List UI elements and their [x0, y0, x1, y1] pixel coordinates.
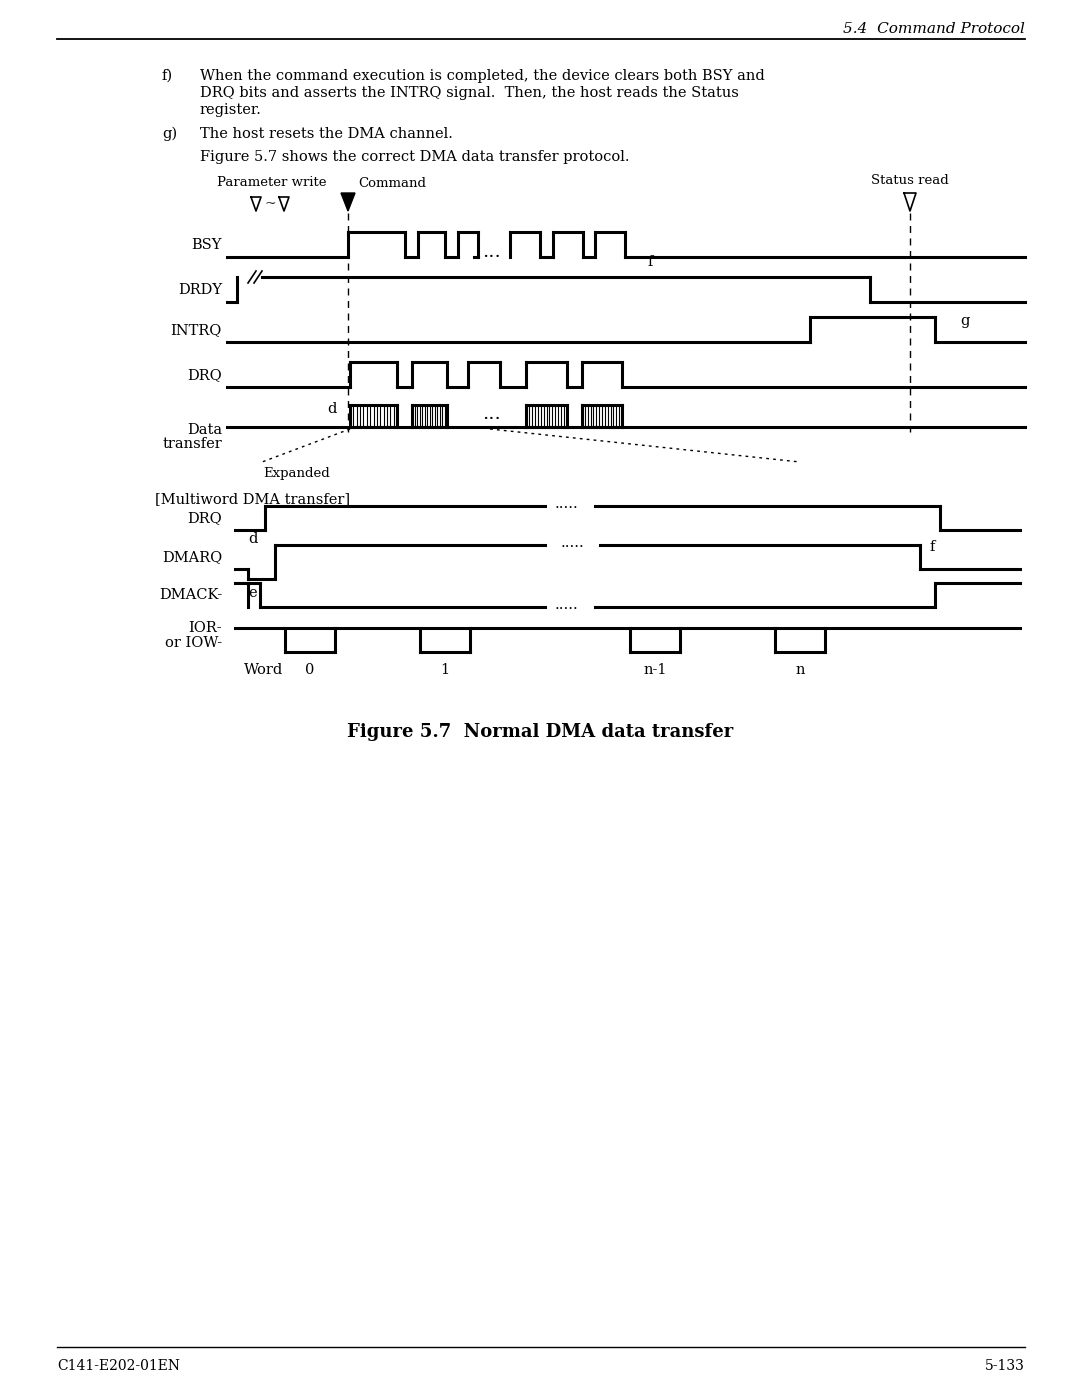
Text: INTRQ: INTRQ	[171, 323, 222, 337]
Text: IOR-: IOR-	[188, 622, 222, 636]
Text: g): g)	[162, 127, 177, 141]
Text: ~: ~	[265, 197, 275, 211]
Text: Word: Word	[244, 664, 283, 678]
Text: DRDY: DRDY	[178, 284, 222, 298]
Text: f: f	[647, 256, 652, 270]
Text: 1: 1	[441, 664, 449, 678]
Text: DRQ bits and asserts the INTRQ signal.  Then, the host reads the Status: DRQ bits and asserts the INTRQ signal. T…	[200, 87, 739, 101]
Text: f): f)	[162, 68, 173, 82]
Text: [Multiword DMA transfer]: [Multiword DMA transfer]	[156, 492, 350, 506]
Text: n-1: n-1	[644, 664, 666, 678]
Text: Status read: Status read	[872, 175, 949, 187]
Text: Parameter write: Parameter write	[217, 176, 327, 189]
Text: g: g	[960, 314, 970, 328]
Text: DMARQ: DMARQ	[162, 550, 222, 564]
Text: Command: Command	[357, 177, 426, 190]
Text: C141-E202-01EN: C141-E202-01EN	[57, 1359, 180, 1373]
Polygon shape	[341, 193, 355, 211]
Text: .....: .....	[555, 619, 579, 633]
Text: 5.4  Command Protocol: 5.4 Command Protocol	[843, 22, 1025, 36]
Text: Expanded: Expanded	[264, 467, 329, 481]
Text: Figure 5.7 shows the correct DMA data transfer protocol.: Figure 5.7 shows the correct DMA data tr…	[200, 149, 630, 163]
Text: .....: .....	[555, 497, 579, 511]
Text: When the command execution is completed, the device clears both BSY and: When the command execution is completed,…	[200, 68, 765, 82]
Text: DRQ: DRQ	[187, 511, 222, 525]
Text: register.: register.	[200, 103, 261, 117]
Text: BSY: BSY	[191, 237, 222, 251]
Text: .....: .....	[555, 598, 579, 612]
Text: e: e	[248, 585, 257, 599]
Text: The host resets the DMA channel.: The host resets the DMA channel.	[200, 127, 453, 141]
Text: DMACK-: DMACK-	[159, 588, 222, 602]
Text: ...: ...	[483, 243, 501, 261]
Text: .....: .....	[561, 536, 584, 550]
Text: DRQ: DRQ	[187, 367, 222, 381]
Text: Data: Data	[187, 423, 222, 437]
Text: 5-133: 5-133	[985, 1359, 1025, 1373]
Text: transfer: transfer	[162, 437, 222, 451]
Text: 0: 0	[306, 664, 314, 678]
Text: or IOW-: or IOW-	[165, 636, 222, 650]
Text: n: n	[795, 664, 805, 678]
Text: ...: ...	[483, 405, 501, 423]
Text: d: d	[327, 402, 337, 416]
Text: Figure 5.7  Normal DMA data transfer: Figure 5.7 Normal DMA data transfer	[347, 724, 733, 740]
Text: d: d	[248, 532, 257, 546]
Text: f: f	[930, 541, 935, 555]
